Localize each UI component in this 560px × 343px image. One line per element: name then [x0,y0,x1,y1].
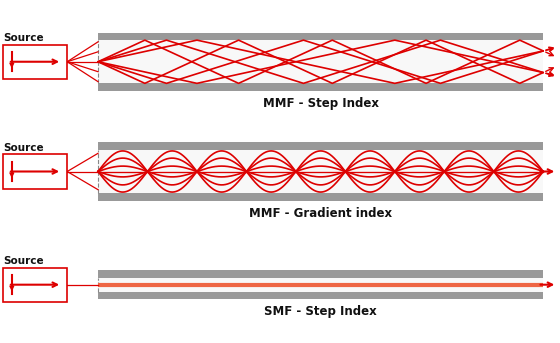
Text: SMF - Step Index: SMF - Step Index [264,305,377,318]
Bar [98,40,543,83]
Bar [98,83,543,91]
Text: Source: Source [3,33,44,43]
Bar [3,45,67,79]
Bar [98,142,543,150]
Text: MMF - Gradient index: MMF - Gradient index [249,207,392,220]
Text: MMF - Step Index: MMF - Step Index [263,97,379,110]
Bar [3,154,67,189]
Text: Source: Source [3,256,44,266]
Bar [98,193,543,201]
Bar [98,278,543,292]
Bar [98,292,543,299]
Bar [98,33,543,40]
Bar [98,150,543,193]
Text: Source: Source [3,143,44,153]
Bar [3,268,67,302]
Bar [98,270,543,278]
